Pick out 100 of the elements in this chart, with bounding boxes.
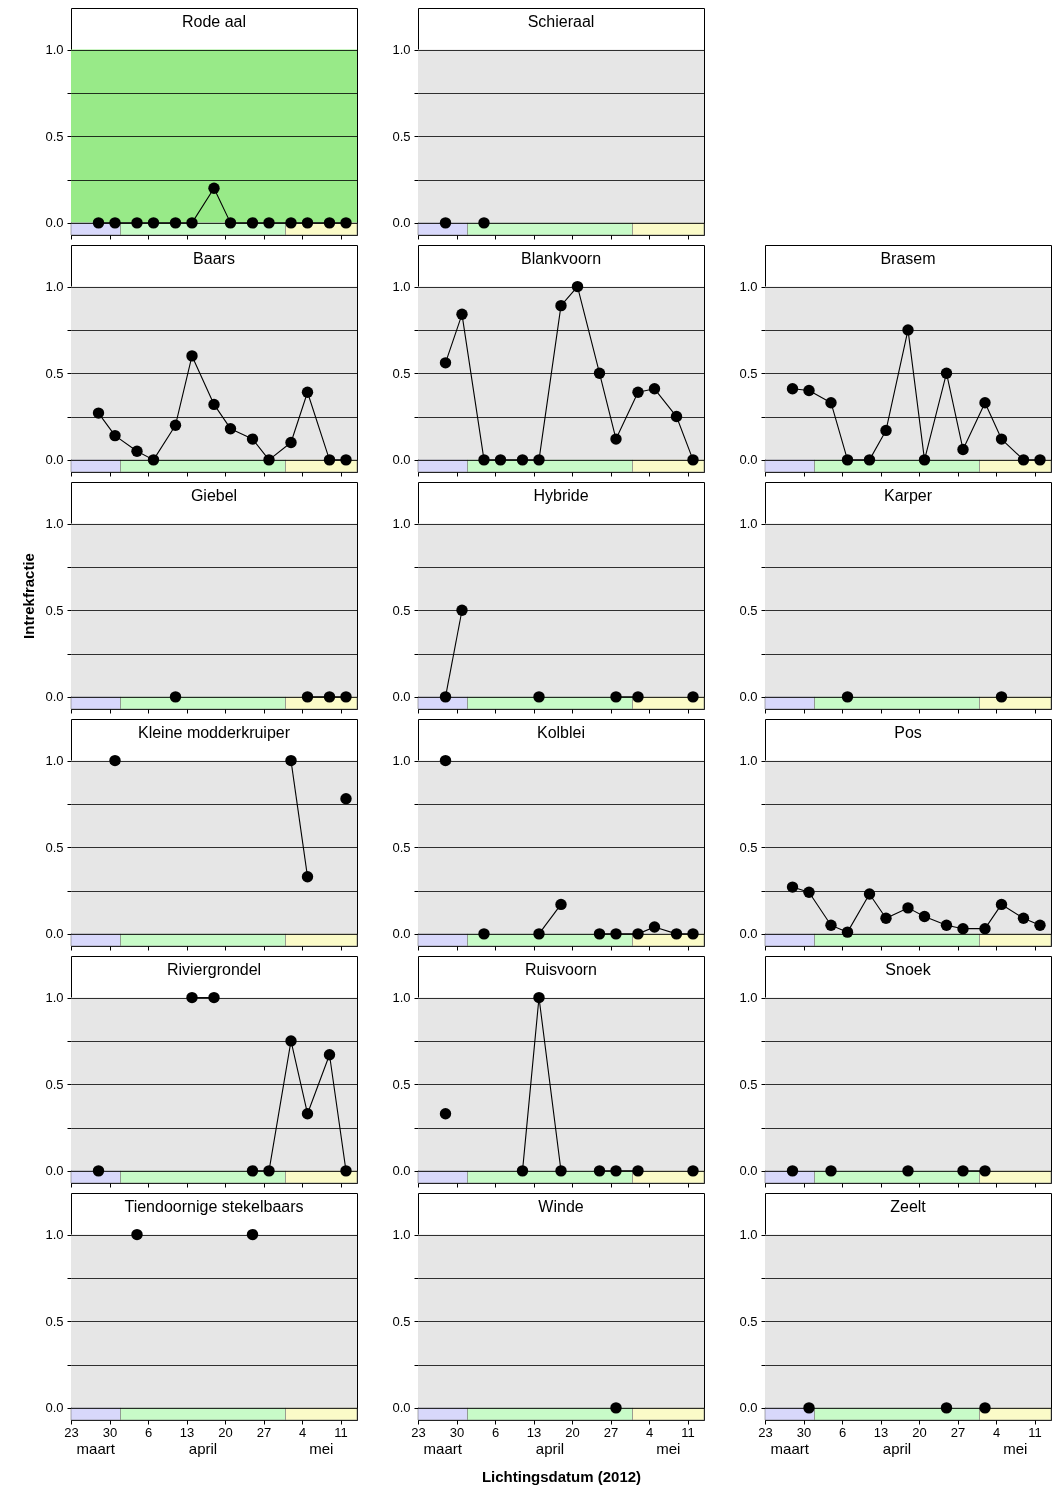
y-tick-label: 0.0 bbox=[45, 926, 64, 942]
point bbox=[186, 350, 198, 362]
point bbox=[285, 436, 297, 449]
y-tick-label: 1.0 bbox=[739, 990, 758, 1006]
point bbox=[109, 754, 121, 767]
y-tick-label: 0.5 bbox=[45, 839, 64, 855]
chart-title: Snoek bbox=[885, 961, 932, 978]
point bbox=[340, 793, 352, 805]
x-tick-label: 4 bbox=[992, 1424, 1001, 1440]
point bbox=[439, 357, 452, 369]
point bbox=[224, 422, 237, 435]
y-tick-label: 1.0 bbox=[45, 42, 64, 58]
y-tick-label: 0.0 bbox=[45, 689, 64, 705]
x-tick-label: 20 bbox=[565, 1424, 580, 1440]
point bbox=[456, 308, 468, 320]
y-tick-label: 1.0 bbox=[45, 516, 64, 532]
point bbox=[902, 902, 914, 914]
y-tick-label: 0.0 bbox=[45, 1163, 64, 1179]
point bbox=[323, 1049, 336, 1061]
y-tick-label: 1.0 bbox=[392, 990, 411, 1006]
chart-title: Kleine modderkruiper bbox=[137, 724, 291, 741]
chart-title: Rode aal bbox=[181, 13, 247, 30]
point bbox=[555, 299, 567, 312]
y-tick-label: 1.0 bbox=[45, 1227, 64, 1243]
y-tick-label: 0.0 bbox=[739, 1400, 758, 1416]
point bbox=[880, 912, 892, 924]
point bbox=[880, 424, 892, 437]
point bbox=[648, 383, 661, 395]
point bbox=[825, 397, 837, 409]
chart-title: Blankvoorn bbox=[520, 250, 602, 267]
band-label: maart bbox=[423, 1440, 463, 1457]
x-tick-label: 11 bbox=[681, 1424, 695, 1440]
y-tick-label: 0.5 bbox=[739, 365, 758, 381]
y-tick-label: 0.5 bbox=[45, 365, 64, 381]
point bbox=[825, 919, 837, 931]
y-tick-label: 0.0 bbox=[739, 689, 758, 705]
y-tick-label: 1.0 bbox=[392, 1227, 411, 1243]
chart-title: Brasem bbox=[880, 250, 936, 267]
point bbox=[648, 921, 661, 933]
point bbox=[786, 881, 799, 893]
point bbox=[92, 407, 105, 419]
point bbox=[786, 383, 799, 395]
point bbox=[1034, 919, 1046, 931]
y-tick-label: 1.0 bbox=[392, 753, 411, 769]
point bbox=[918, 910, 931, 923]
chart-title: Winde bbox=[538, 1198, 584, 1215]
band-label: mei bbox=[1003, 1440, 1028, 1457]
y-tick-label: 0.5 bbox=[392, 839, 411, 855]
x-tick-label: 20 bbox=[912, 1424, 927, 1440]
x-tick-label: 11 bbox=[1028, 1424, 1042, 1440]
point bbox=[555, 898, 567, 911]
chart-title: Zeelt bbox=[890, 1198, 927, 1215]
point bbox=[803, 384, 815, 397]
x-tick-label: 11 bbox=[334, 1424, 348, 1440]
y-tick-label: 1.0 bbox=[45, 279, 64, 295]
band-label: mei bbox=[656, 1440, 681, 1457]
chart-title: Riviergrondel bbox=[166, 961, 262, 978]
y-tick-label: 1.0 bbox=[739, 516, 758, 532]
x-tick-label: 4 bbox=[645, 1424, 654, 1440]
band-label: maart bbox=[76, 1440, 116, 1457]
y-tick-label: 1.0 bbox=[392, 42, 411, 58]
y-tick-label: 0.0 bbox=[739, 1163, 758, 1179]
y-tick-label: 0.5 bbox=[45, 128, 64, 144]
point bbox=[610, 433, 622, 445]
point bbox=[995, 898, 1008, 911]
y-tick-label: 0.5 bbox=[392, 365, 411, 381]
y-tick-label: 0.5 bbox=[392, 602, 411, 618]
point bbox=[439, 1108, 452, 1120]
y-axis-title: Intrekfractie bbox=[20, 553, 38, 639]
x-axis-title: Lichtingsdatum (2012) bbox=[481, 1467, 642, 1485]
point bbox=[995, 433, 1008, 445]
point bbox=[957, 443, 969, 456]
point bbox=[940, 919, 953, 931]
x-tick-label: 4 bbox=[298, 1424, 307, 1440]
x-tick-label: 30 bbox=[449, 1424, 465, 1440]
point bbox=[979, 397, 991, 409]
y-tick-label: 0.5 bbox=[392, 128, 411, 144]
band-label: april bbox=[535, 1440, 565, 1457]
x-tick-label: 6 bbox=[838, 1424, 847, 1440]
chart-title: Ruisvoorn bbox=[524, 961, 598, 978]
point bbox=[1017, 912, 1030, 924]
band-label: maart bbox=[770, 1440, 810, 1457]
y-tick-label: 0.5 bbox=[45, 1313, 64, 1329]
x-tick-label: 23 bbox=[64, 1424, 79, 1440]
y-tick-label: 0.5 bbox=[45, 602, 64, 618]
chart-title: Pos bbox=[894, 724, 922, 741]
point bbox=[301, 1108, 314, 1120]
point bbox=[109, 429, 121, 442]
y-tick-label: 0.5 bbox=[45, 1076, 64, 1092]
y-tick-label: 1.0 bbox=[739, 279, 758, 295]
point bbox=[863, 888, 876, 900]
chart-title: Tiendoornige stekelbaars bbox=[124, 1198, 304, 1215]
y-tick-label: 0.0 bbox=[392, 215, 411, 231]
y-tick-label: 0.5 bbox=[739, 1313, 758, 1329]
point bbox=[131, 445, 143, 457]
y-tick-label: 0.0 bbox=[739, 452, 758, 468]
y-tick-label: 0.0 bbox=[392, 689, 411, 705]
y-tick-label: 1.0 bbox=[739, 1227, 758, 1243]
y-tick-label: 0.0 bbox=[392, 452, 411, 468]
x-tick-label: 27 bbox=[950, 1424, 966, 1440]
